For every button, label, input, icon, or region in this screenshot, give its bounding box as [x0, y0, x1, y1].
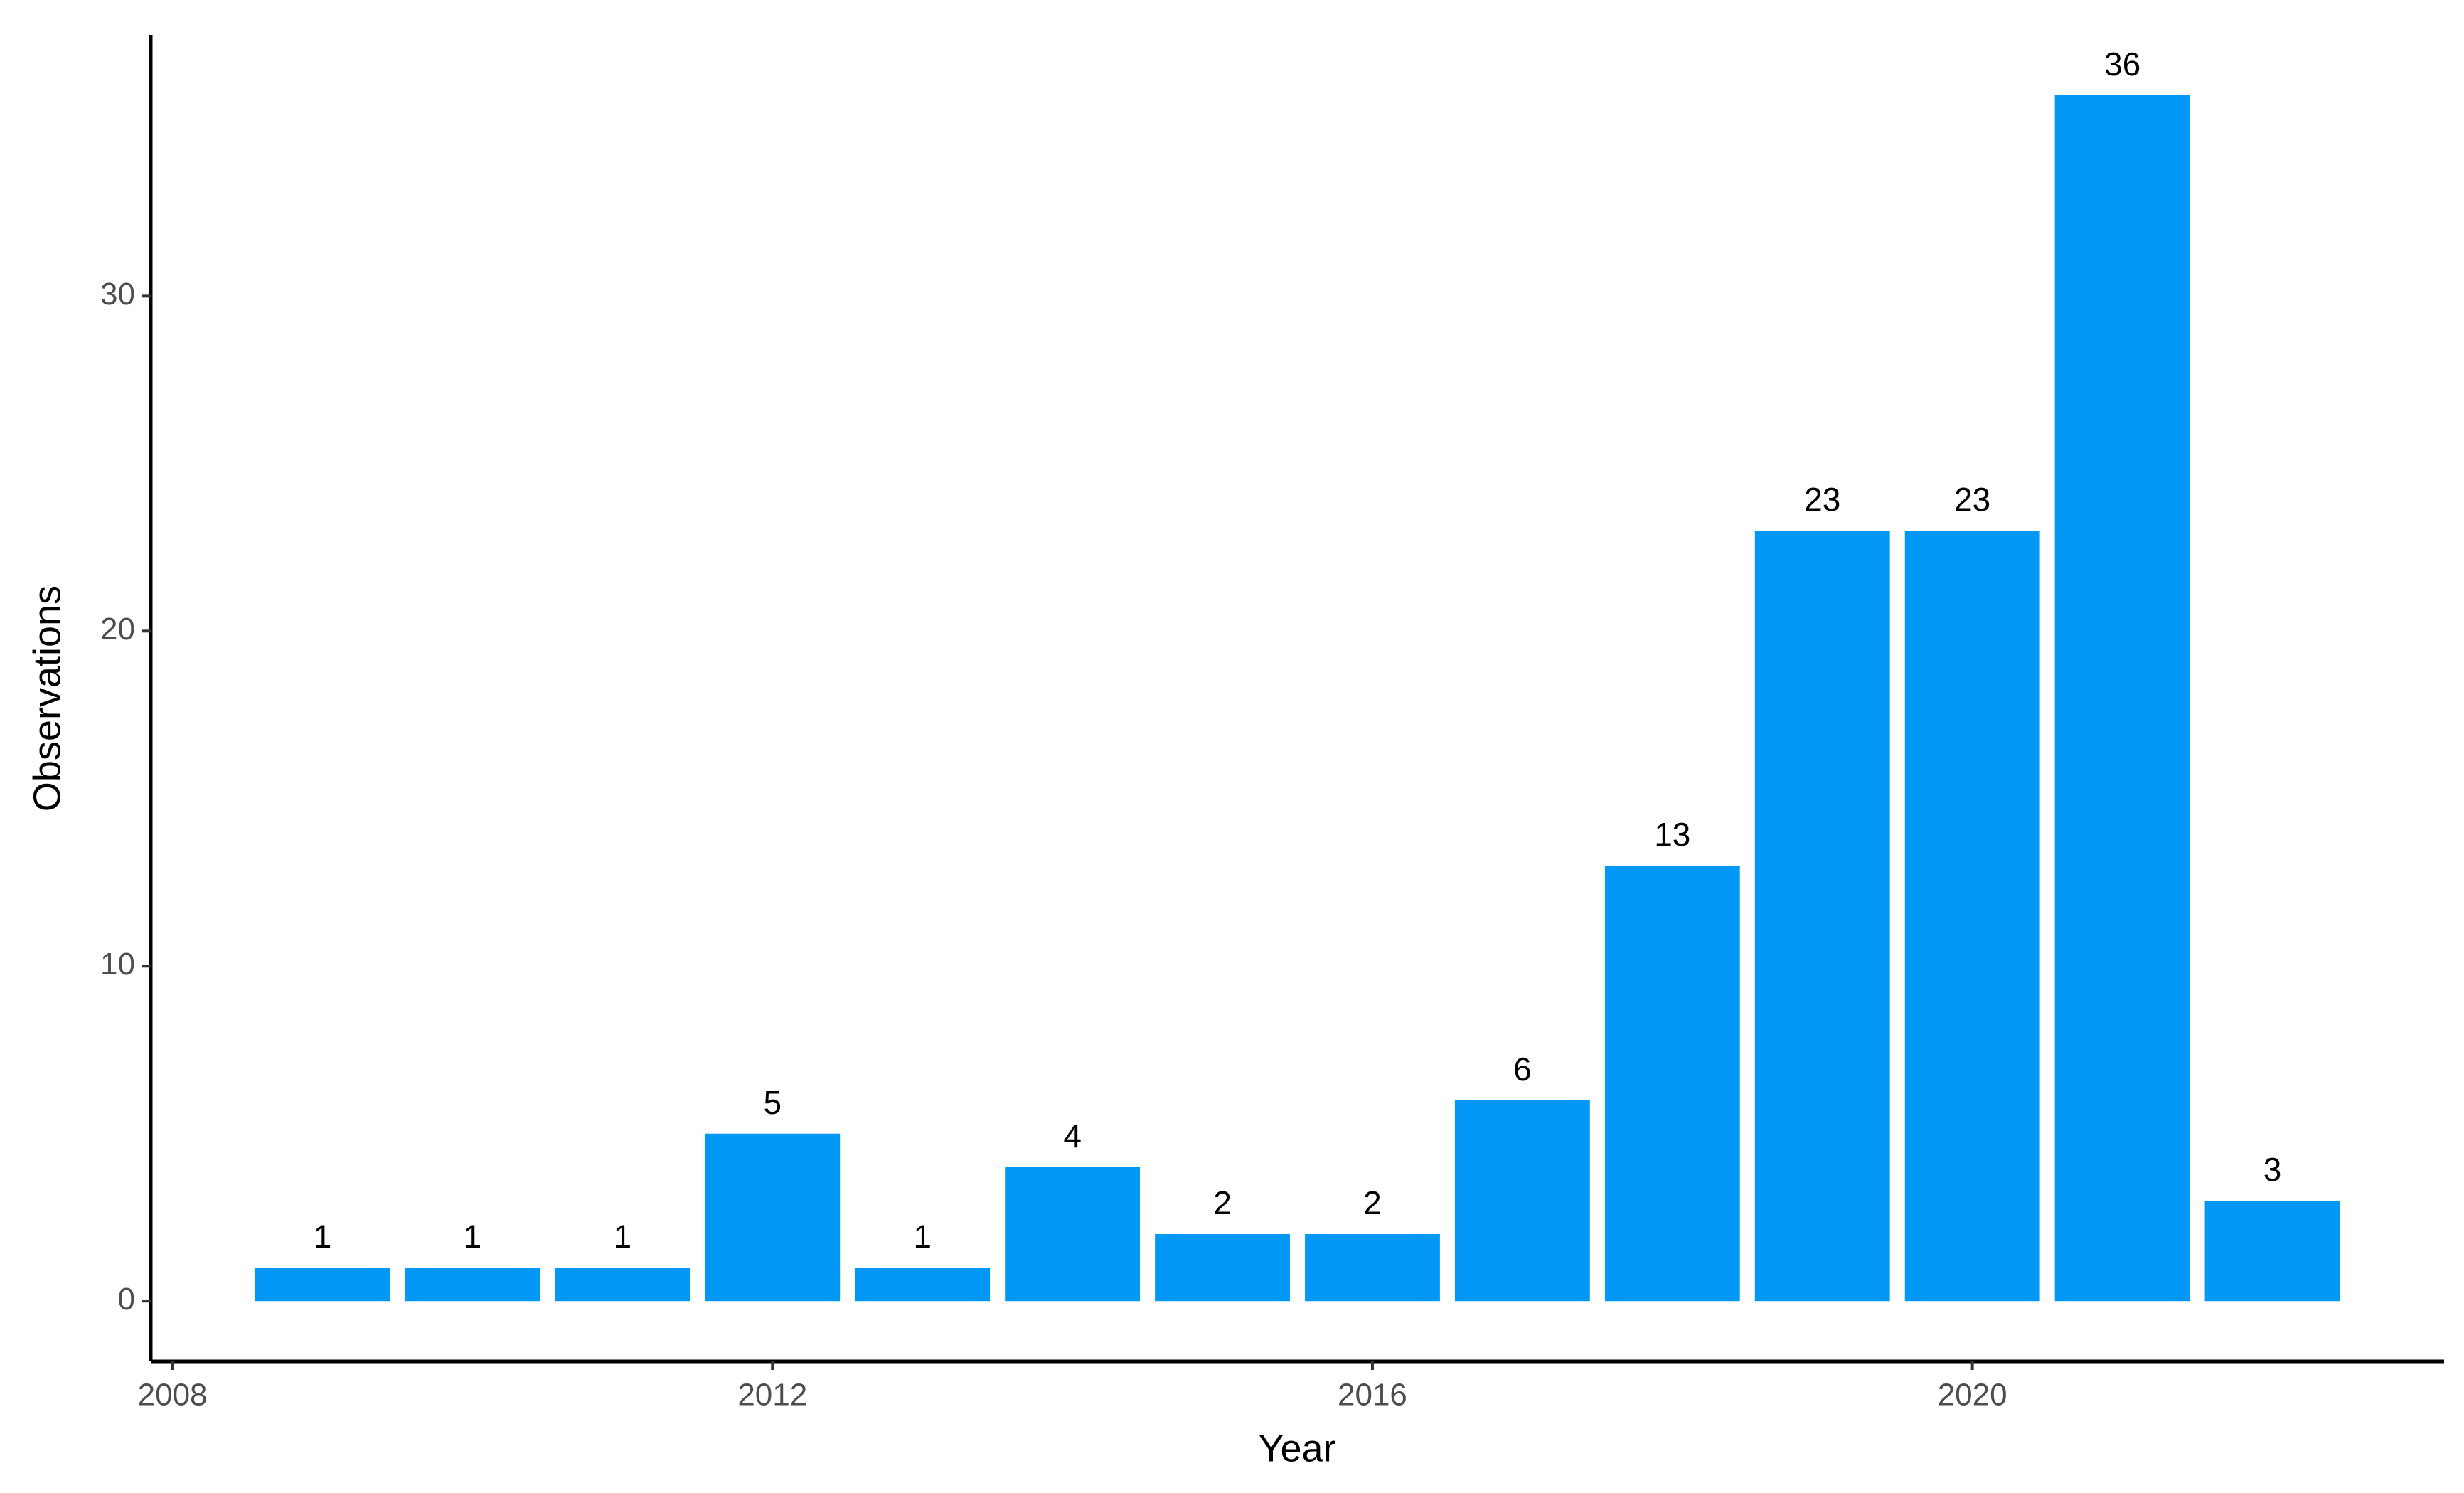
bar	[1155, 1234, 1290, 1302]
bar	[1754, 531, 1890, 1302]
value-label: 6	[1513, 1051, 1532, 1088]
value-label: 5	[763, 1084, 782, 1121]
x-tick-label: 2020	[1938, 1378, 2007, 1413]
value-label: 2	[1213, 1184, 1232, 1221]
y-tick-label: 30	[100, 277, 135, 312]
value-label: 3	[2263, 1151, 2282, 1188]
bar	[2204, 1200, 2340, 1302]
value-label: 1	[913, 1218, 932, 1255]
bar	[1604, 865, 1740, 1302]
value-label: 1	[314, 1218, 332, 1255]
value-label: 23	[1954, 481, 1990, 518]
value-label: 1	[614, 1218, 632, 1255]
bar	[1454, 1100, 1590, 1302]
bar	[405, 1268, 540, 1302]
y-tick-label: 20	[100, 612, 135, 647]
x-tick-label: 2016	[1338, 1378, 1407, 1413]
y-tick-label: 0	[118, 1282, 135, 1317]
bar	[1305, 1234, 1440, 1302]
bar	[1904, 531, 2040, 1302]
bar	[2054, 95, 2190, 1302]
bar	[1005, 1167, 1141, 1302]
y-axis-title: Observations	[26, 585, 68, 812]
bar	[255, 1268, 390, 1302]
value-label: 1	[464, 1218, 482, 1255]
bar	[705, 1133, 841, 1302]
y-tick-label: 10	[100, 947, 135, 982]
x-tick-label: 2012	[737, 1378, 807, 1413]
value-label: 2	[1363, 1184, 1382, 1221]
value-label: 23	[1804, 481, 1840, 518]
bar	[855, 1268, 991, 1302]
x-tick-label: 2008	[138, 1378, 208, 1413]
value-label: 36	[2104, 46, 2140, 83]
value-label: 4	[1063, 1117, 1082, 1154]
value-label: 13	[1654, 816, 1690, 853]
x-axis-title: Year	[1258, 1427, 1335, 1470]
bar	[555, 1268, 690, 1302]
